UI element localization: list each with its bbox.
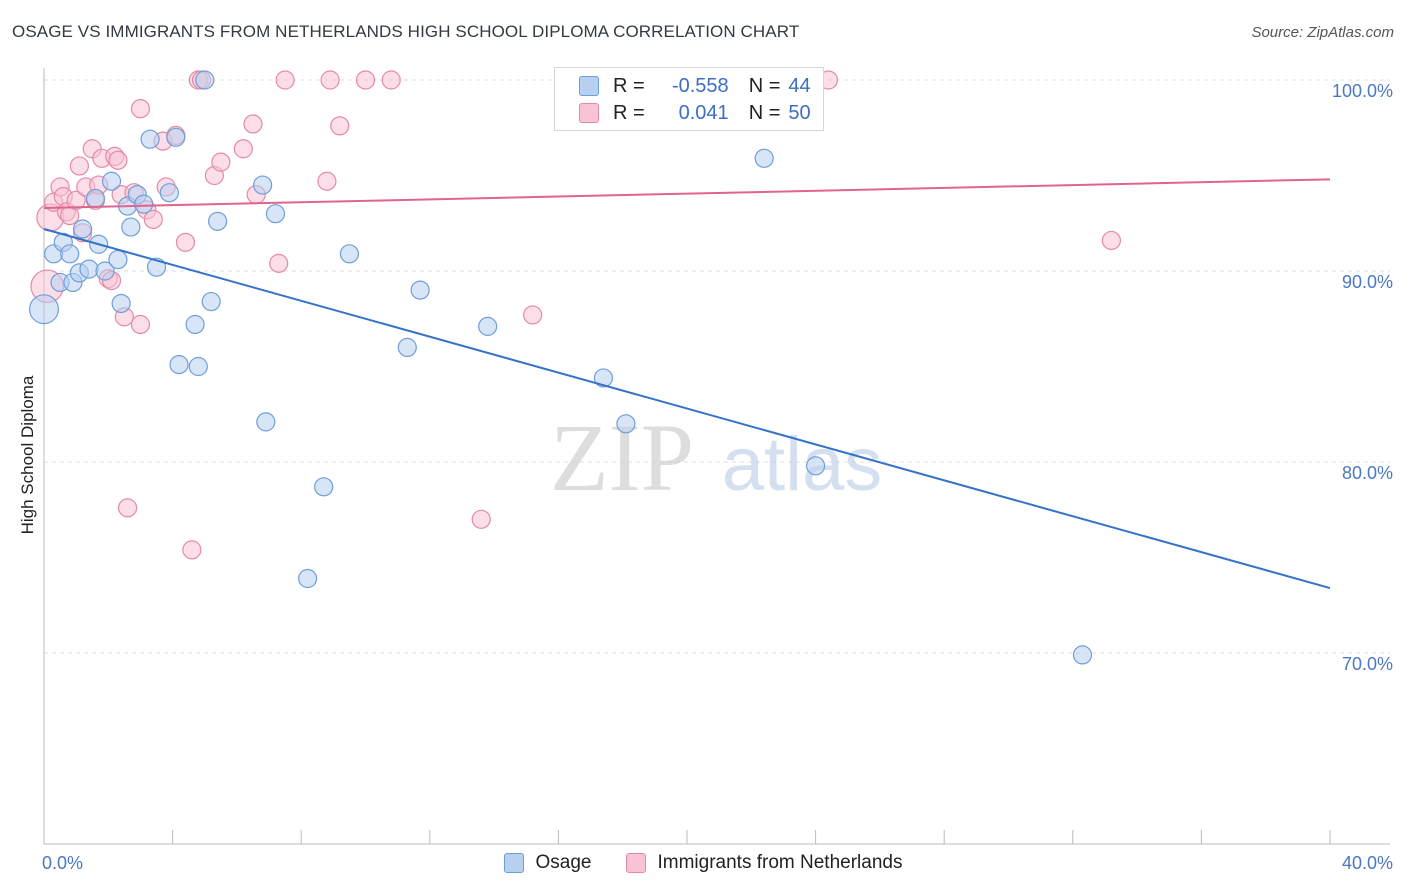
y-tick-label: 90.0% xyxy=(1342,272,1393,292)
series-legend: Osage Immigrants from Netherlands xyxy=(0,852,1406,874)
osage-point xyxy=(185,314,205,335)
osage-point xyxy=(108,249,128,270)
osage-point xyxy=(166,127,186,147)
stats-row-immigrants: R = 0.041 N = 50 xyxy=(579,101,811,125)
osage-point xyxy=(616,414,636,434)
immigrants-point xyxy=(233,139,253,159)
immigrants-point xyxy=(381,70,401,90)
immigrants-point xyxy=(182,540,202,560)
osage-point xyxy=(140,129,160,149)
legend-label-immigrants: Immigrants from Netherlands xyxy=(657,852,903,873)
y-tick-label: 80.0% xyxy=(1342,463,1393,483)
x-tick-label: 40.0% xyxy=(1342,853,1393,873)
legend-item-osage[interactable]: Osage xyxy=(503,852,592,874)
immigrants-point xyxy=(317,171,337,191)
n-value: 44 xyxy=(788,74,811,97)
osage-point xyxy=(298,568,318,589)
immigrants-point xyxy=(269,253,289,273)
osage-point xyxy=(478,316,498,336)
immigrants-point xyxy=(523,305,543,325)
immigrants-point xyxy=(1101,230,1121,251)
osage-point xyxy=(314,477,334,497)
immigrants-trend-line xyxy=(43,178,1331,209)
legend-label-osage: Osage xyxy=(535,852,592,873)
immigrants-point xyxy=(130,314,151,335)
immigrants-point xyxy=(117,498,138,518)
osage-point xyxy=(169,354,189,375)
osage-swatch xyxy=(503,853,524,873)
osage-point xyxy=(208,211,228,231)
osage-point xyxy=(339,244,360,264)
x-tick-label: 0.0% xyxy=(42,853,83,873)
stats-row-osage: R = -0.558 N = 44 xyxy=(579,74,811,98)
immigrants-point xyxy=(175,232,196,252)
n-value: 50 xyxy=(788,101,811,124)
y-tick-label: 100.0% xyxy=(1332,81,1393,101)
immigrants-point xyxy=(143,209,163,230)
osage-point xyxy=(29,294,59,325)
immigrants-point xyxy=(66,190,86,210)
immigrants-point xyxy=(471,509,491,529)
osage-point xyxy=(410,280,430,300)
immigrants-swatch xyxy=(625,853,646,873)
r-value: -0.558 xyxy=(671,74,729,97)
osage-point xyxy=(593,368,614,388)
r-label: R = xyxy=(613,101,645,124)
osage-point xyxy=(256,412,276,432)
immigrants-point xyxy=(355,70,376,90)
osage-trend-line xyxy=(43,228,1331,590)
series-osage-points xyxy=(29,70,1093,665)
osage-point xyxy=(159,183,179,203)
immigrants-point xyxy=(108,150,128,170)
immigrants-point xyxy=(275,70,295,90)
immigrants-point xyxy=(211,152,231,172)
osage-point xyxy=(754,148,774,168)
osage-point xyxy=(805,456,826,476)
r-label: R = xyxy=(613,74,645,97)
immigrants-swatch xyxy=(579,103,599,123)
osage-point xyxy=(85,188,106,209)
osage-point xyxy=(121,217,141,237)
watermark-atlas: atlas xyxy=(722,422,883,507)
source-credit: Source: ZipAtlas.com xyxy=(1251,24,1394,41)
trend-lines xyxy=(43,178,1331,590)
osage-point xyxy=(253,175,273,195)
osage-point xyxy=(134,194,154,214)
chart-title: OSAGE VS IMMIGRANTS FROM NETHERLANDS HIG… xyxy=(12,22,800,41)
osage-point xyxy=(101,171,122,191)
osage-point xyxy=(111,293,131,314)
osage-point xyxy=(95,261,115,281)
immigrants-point xyxy=(320,70,340,90)
legend-item-immigrants[interactable]: Immigrants from Netherlands xyxy=(625,852,903,874)
n-label: N = xyxy=(748,74,781,97)
osage-point xyxy=(1072,645,1093,665)
immigrants-point xyxy=(330,116,350,136)
r-value: 0.041 xyxy=(678,101,729,124)
osage-point xyxy=(60,244,80,264)
axes xyxy=(43,68,1390,845)
immigrants-point xyxy=(243,114,263,134)
osage-point xyxy=(201,291,221,312)
immigrants-point xyxy=(69,156,89,176)
osage-point xyxy=(195,70,215,90)
stats-legend: R = -0.558 N = 44 R = 0.041 N = 50 xyxy=(554,67,824,131)
osage-point xyxy=(188,356,208,377)
tick-labels: 100.0% 90.0% 80.0% 70.0% 0.0% 40.0% xyxy=(42,81,1393,873)
osage-swatch xyxy=(579,76,599,96)
immigrants-point xyxy=(130,99,151,119)
osage-point xyxy=(79,259,99,279)
y-tick-label: 70.0% xyxy=(1342,654,1393,674)
osage-point xyxy=(265,204,286,224)
gridlines xyxy=(44,79,1390,654)
n-label: N = xyxy=(748,101,781,124)
osage-point xyxy=(72,219,93,239)
osage-point xyxy=(397,337,417,357)
